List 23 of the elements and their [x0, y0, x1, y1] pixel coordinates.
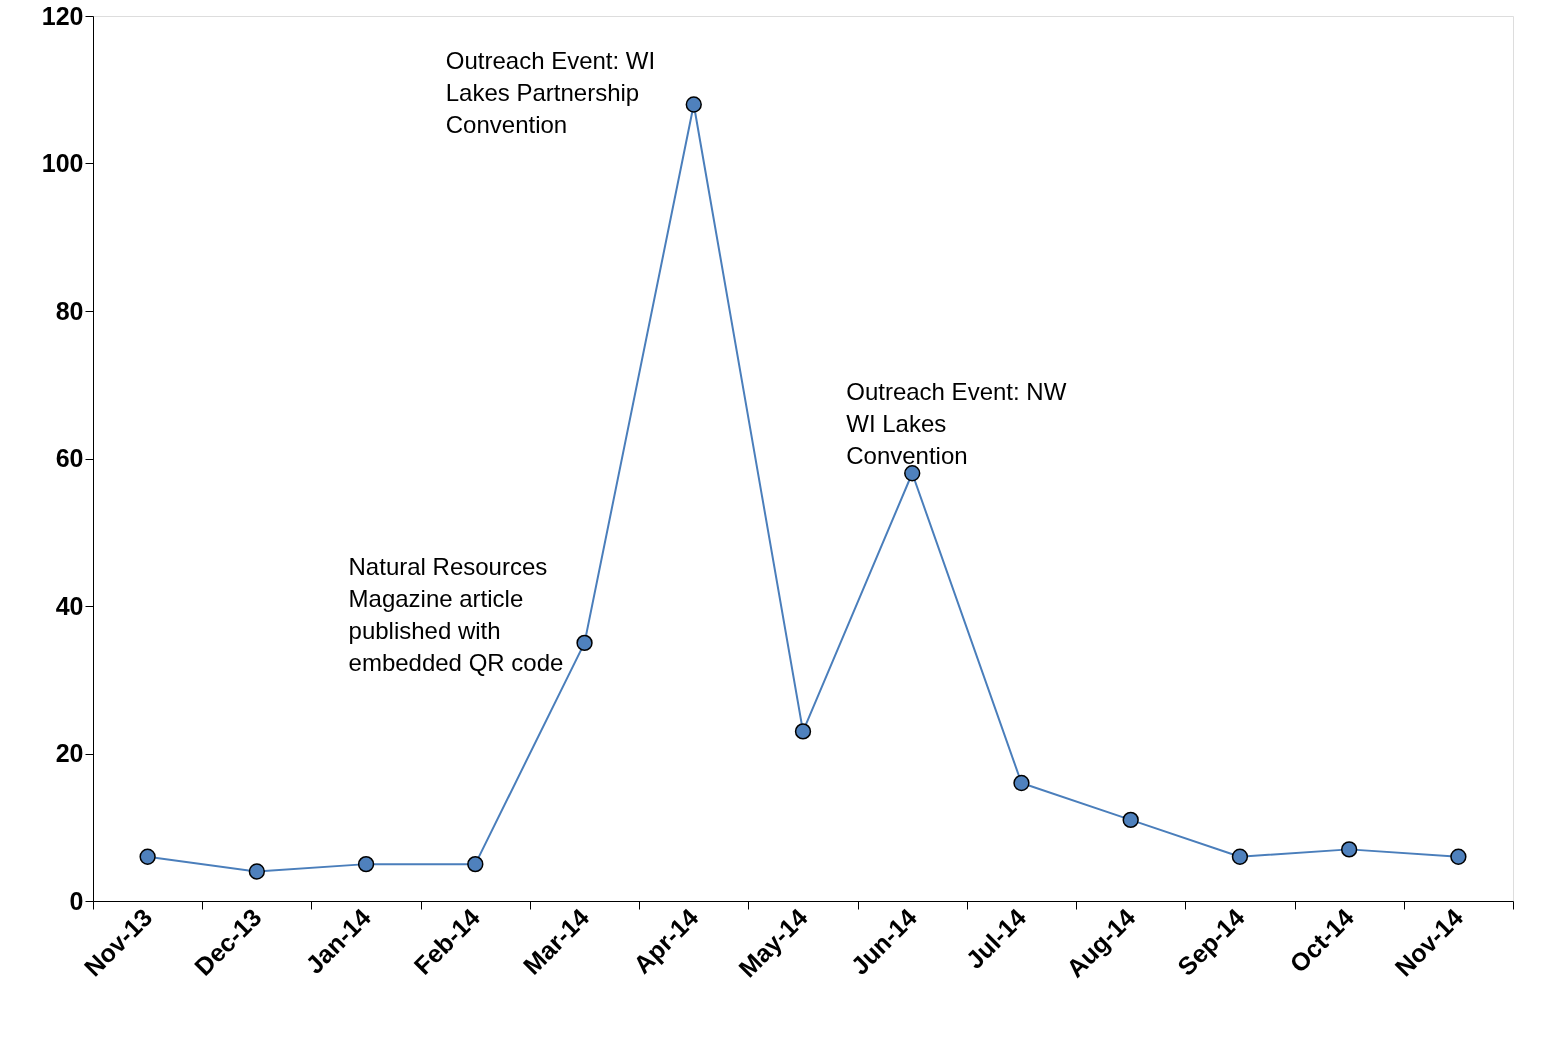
annotation: Outreach Event: NW WI Lakes Convention	[846, 378, 1067, 470]
point	[139, 848, 156, 865]
y-tick-label: 40	[55, 591, 84, 620]
point	[794, 723, 812, 740]
y-tick-label: 100	[41, 149, 84, 177]
point	[1340, 841, 1358, 858]
point	[1122, 811, 1139, 829]
point	[1013, 774, 1030, 792]
annotation: Natural Resources Magazine article published with embedded QR code	[348, 552, 564, 676]
point	[1450, 848, 1467, 865]
point	[576, 634, 593, 652]
point	[357, 855, 375, 873]
point	[1231, 848, 1249, 865]
point	[904, 465, 921, 482]
point	[685, 96, 702, 113]
y-tick-label: 80	[55, 296, 84, 325]
point	[248, 863, 266, 880]
y-tick-label: 20	[55, 739, 84, 767]
annotation: Outreach Event: WI Lakes Partnership Convention	[445, 46, 656, 138]
y-tick-label: 60	[55, 444, 84, 472]
y-tick-label: 0	[69, 886, 84, 915]
y-tick-label: 120	[41, 1, 84, 30]
point	[467, 855, 484, 873]
